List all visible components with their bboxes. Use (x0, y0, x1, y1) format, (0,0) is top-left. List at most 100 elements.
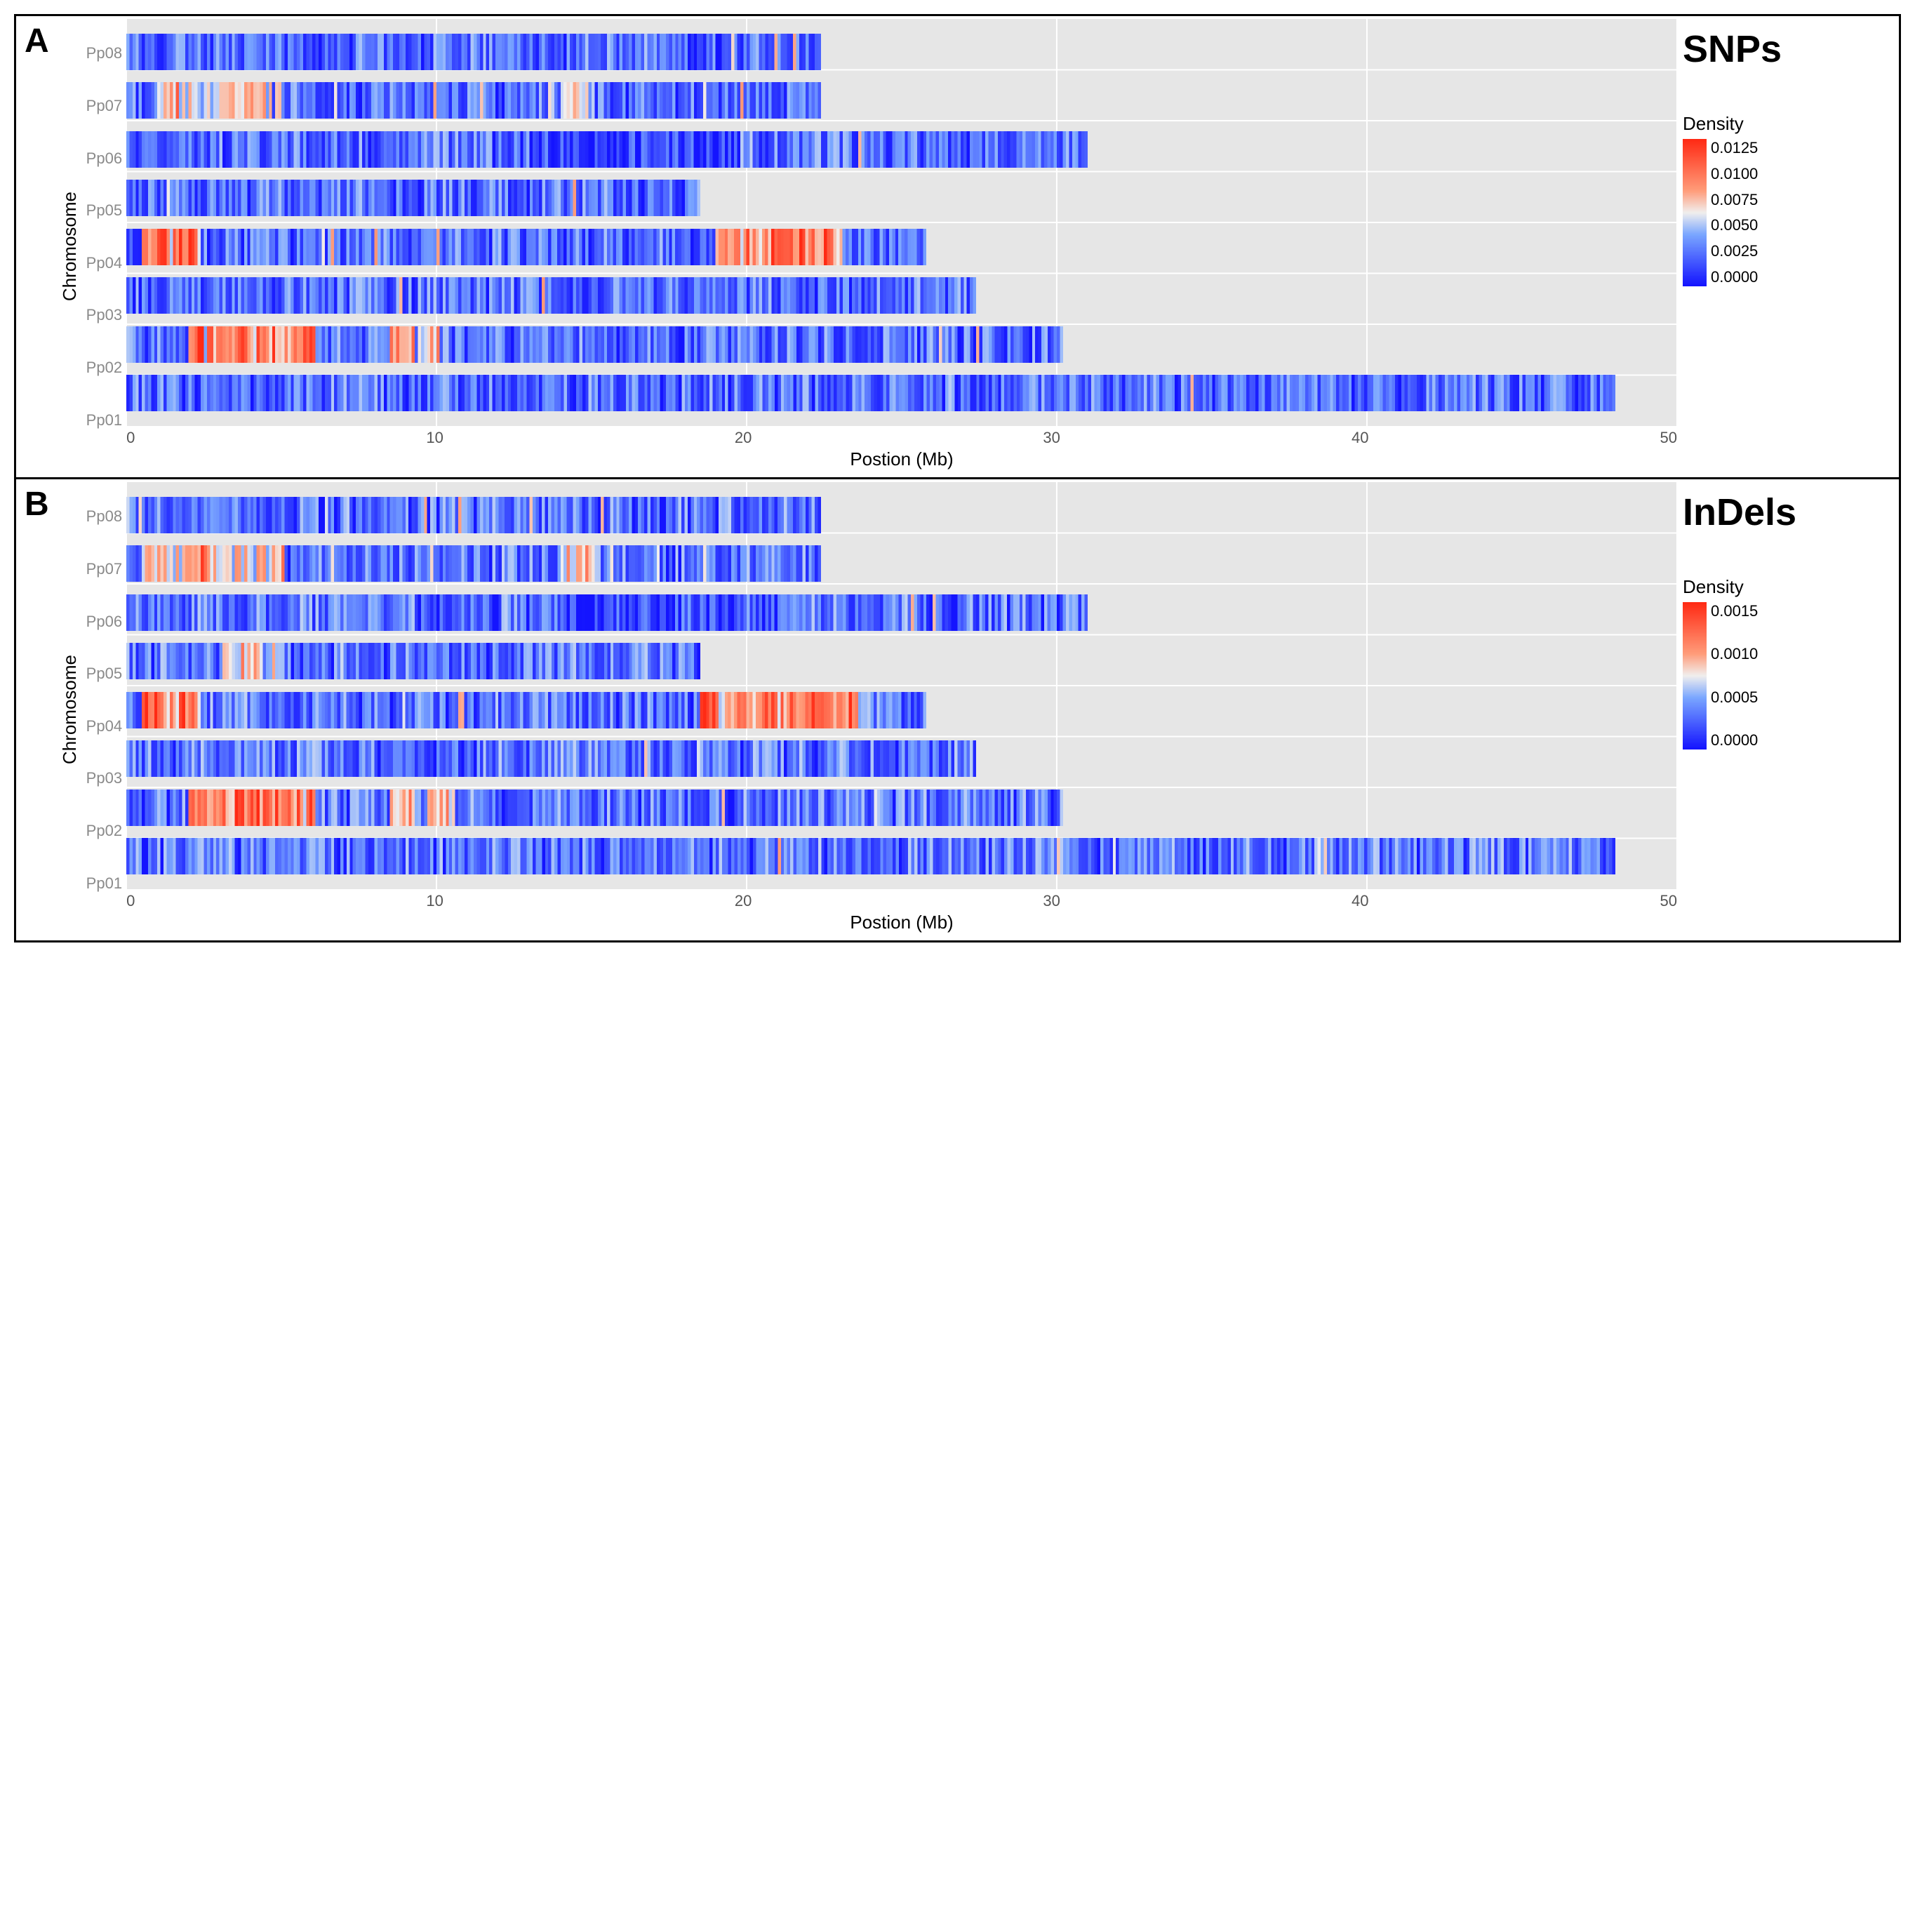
plot-column: ChromosomePp08Pp07Pp06Pp05Pp04Pp03Pp02Pp… (55, 19, 1677, 474)
plot-body: 0 10 20 30 40 50Postion (Mb) (126, 19, 1677, 474)
chromosome-row-Pp07 (126, 82, 1677, 119)
figure-container: AChromosomePp08Pp07Pp06Pp05Pp04Pp03Pp02P… (14, 14, 1901, 942)
y-tick-label: Pp02 (86, 360, 122, 375)
x-tick-label: 40 (1352, 892, 1368, 910)
legend-tick-label: 0.0015 (1711, 602, 1758, 620)
legend: Density0.01250.01000.00750.00500.00250.0… (1683, 113, 1893, 286)
panel-letter: A (19, 19, 55, 60)
plot-area (126, 19, 1677, 426)
x-tick-label: 0 (126, 429, 135, 447)
y-tick-labels: Pp08 Pp07 Pp06 Pp05 Pp04 Pp03 Pp02 Pp01 (85, 19, 126, 474)
x-tick-label: 0 (126, 892, 135, 910)
legend-tick-label: 0.0100 (1711, 165, 1758, 183)
y-tick-label: Pp08 (86, 46, 122, 61)
panel-title: SNPs (1683, 27, 1893, 71)
plot-area (126, 482, 1677, 889)
y-tick-label: Pp01 (86, 876, 122, 891)
y-tick-label: Pp05 (86, 203, 122, 218)
chromosome-row-Pp08 (126, 34, 1677, 70)
y-tick-label: Pp06 (86, 151, 122, 166)
legend-tick-label: 0.0050 (1711, 216, 1758, 234)
chromosome-row-Pp02 (126, 326, 1677, 363)
chromosome-row-Pp03 (126, 740, 1677, 777)
chromosome-row-Pp06 (126, 594, 1677, 631)
density-track (126, 229, 926, 265)
y-tick-label: Pp05 (86, 666, 122, 681)
density-track (126, 692, 926, 728)
density-track (126, 790, 1063, 826)
legend-tick-label: 0.0005 (1711, 688, 1758, 707)
density-track (126, 740, 976, 777)
panel-letter: B (19, 482, 55, 524)
legend-tick-label: 0.0000 (1711, 731, 1758, 750)
chromosome-row-Pp08 (126, 497, 1677, 533)
legend-ticks: 0.0125 0.0100 0.0075 0.0050 0.0025 0.0000 (1707, 139, 1758, 286)
panel-A: AChromosomePp08Pp07Pp06Pp05Pp04Pp03Pp02P… (14, 14, 1901, 479)
chromosome-row-Pp01 (126, 838, 1677, 874)
chromosome-row-Pp05 (126, 180, 1677, 216)
y-tick-label: Pp06 (86, 614, 122, 629)
chromosome-rows (126, 482, 1677, 889)
legend: Density 0.0015 0.0010 0.0005 0.0000 (1683, 576, 1893, 750)
x-tick-label: 50 (1660, 892, 1676, 910)
legend-title: Density (1683, 576, 1893, 598)
y-axis-label: Chromosome (55, 655, 85, 764)
y-tick-label: Pp04 (86, 255, 122, 271)
density-track (126, 545, 821, 582)
density-track (126, 34, 821, 70)
x-axis-label: Postion (Mb) (126, 910, 1677, 938)
legend-tick-label: 0.0000 (1711, 268, 1758, 286)
density-track (126, 643, 700, 679)
panel-title: InDels (1683, 491, 1893, 534)
density-track (126, 838, 1615, 874)
side-column: SNPs Density 0.0125 0.0100 0.0075 0.0050 0.002… (1677, 19, 1893, 474)
legend-tick-label: 0.0025 (1711, 242, 1758, 260)
density-track (126, 82, 821, 119)
density-track (126, 180, 700, 216)
x-tick-label: 50 (1660, 429, 1676, 447)
side-column: InDels Density 0.0015 0.0010 0.0005 0.0000 (1677, 482, 1893, 938)
chromosome-row-Pp02 (126, 790, 1677, 826)
density-track (126, 131, 1088, 168)
y-tick-label: Pp08 (86, 509, 122, 524)
chromosome-row-Pp04 (126, 229, 1677, 265)
legend-tick-label: 0.0075 (1711, 191, 1758, 209)
legend-tick-label: 0.0125 (1711, 139, 1758, 157)
legend-title: Density (1683, 113, 1893, 135)
x-tick-label: 30 (1043, 429, 1060, 447)
y-tick-label: Pp07 (86, 561, 122, 577)
x-tick-label: 40 (1352, 429, 1368, 447)
x-axis-label: Postion (Mb) (126, 447, 1677, 474)
chromosome-row-Pp07 (126, 545, 1677, 582)
legend-colorbar (1683, 139, 1707, 286)
x-tick-label: 20 (735, 892, 752, 910)
y-tick-label: Pp03 (86, 771, 122, 786)
x-tick-label: 20 (735, 429, 752, 447)
y-tick-labels: Pp08 Pp07 Pp06 Pp05 Pp04 Pp03 Pp02 Pp01 (85, 482, 126, 938)
x-tick-labels: 0 10 20 30 40 50 (126, 426, 1677, 447)
chromosome-row-Pp05 (126, 643, 1677, 679)
x-tick-label: 10 (426, 892, 443, 910)
plot-body: 0 10 20 30 40 50Postion (Mb) (126, 482, 1677, 938)
chromosome-rows (126, 19, 1677, 426)
density-track (126, 375, 1615, 411)
chromosome-row-Pp03 (126, 277, 1677, 314)
density-track (126, 497, 821, 533)
y-tick-label: Pp04 (86, 719, 122, 734)
chromosome-row-Pp04 (126, 692, 1677, 728)
density-track (126, 277, 976, 314)
x-tick-label: 10 (426, 429, 443, 447)
legend-ticks: 0.0015 0.0010 0.0005 0.0000 (1707, 602, 1758, 750)
x-tick-labels: 0 10 20 30 40 50 (126, 889, 1677, 910)
legend-tick-label: 0.0010 (1711, 645, 1758, 663)
y-tick-label: Pp03 (86, 307, 122, 323)
chromosome-row-Pp06 (126, 131, 1677, 168)
plot-column: ChromosomePp08Pp07Pp06Pp05Pp04Pp03Pp02Pp… (55, 482, 1677, 938)
x-tick-label: 30 (1043, 892, 1060, 910)
y-tick-label: Pp02 (86, 823, 122, 839)
density-track (126, 326, 1063, 363)
density-track (126, 594, 1088, 631)
chromosome-row-Pp01 (126, 375, 1677, 411)
y-tick-label: Pp01 (86, 413, 122, 428)
y-tick-label: Pp07 (86, 98, 122, 114)
